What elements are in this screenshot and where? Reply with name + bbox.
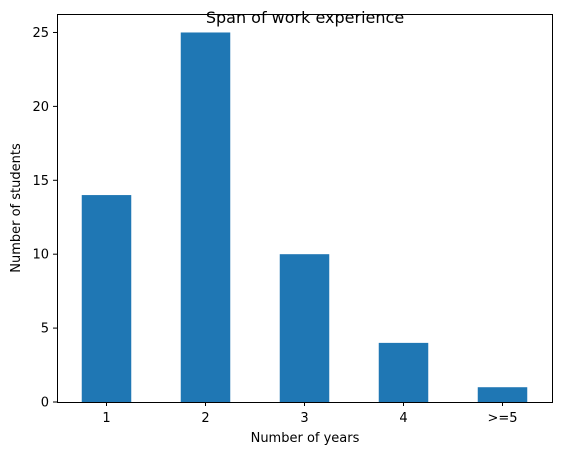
y-tick-label: 0 [41,396,49,411]
y-tick-label: 20 [32,100,49,115]
y-axis-label: Number of students [9,143,24,273]
x-tick-label: >=5 [487,411,517,426]
bars-group [81,32,528,402]
bar-2 [180,32,231,402]
y-tick-label: 5 [41,322,49,337]
x-tick-label: 2 [201,411,209,426]
y-axis-ticks: 0 5 10 15 20 25 [32,26,57,411]
x-axis-ticks: 1 2 3 4 >=5 [102,402,518,426]
x-tick-label: 1 [102,411,110,426]
bar-3 [279,254,330,402]
x-axis-label: Number of years [251,431,360,446]
plot-frame [57,14,553,403]
chart-title: Span of work experience [206,8,404,27]
bar-1 [81,195,132,402]
bar->=5 [477,387,528,402]
y-tick-label: 10 [32,248,49,263]
y-tick-label: 25 [32,26,49,41]
x-tick-label: 4 [399,411,407,426]
bar-4 [378,342,429,402]
x-tick-label: 3 [300,411,308,426]
y-tick-label: 15 [32,174,49,189]
